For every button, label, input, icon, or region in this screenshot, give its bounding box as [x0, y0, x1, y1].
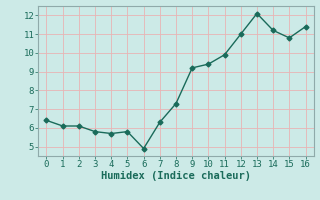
- X-axis label: Humidex (Indice chaleur): Humidex (Indice chaleur): [101, 171, 251, 181]
